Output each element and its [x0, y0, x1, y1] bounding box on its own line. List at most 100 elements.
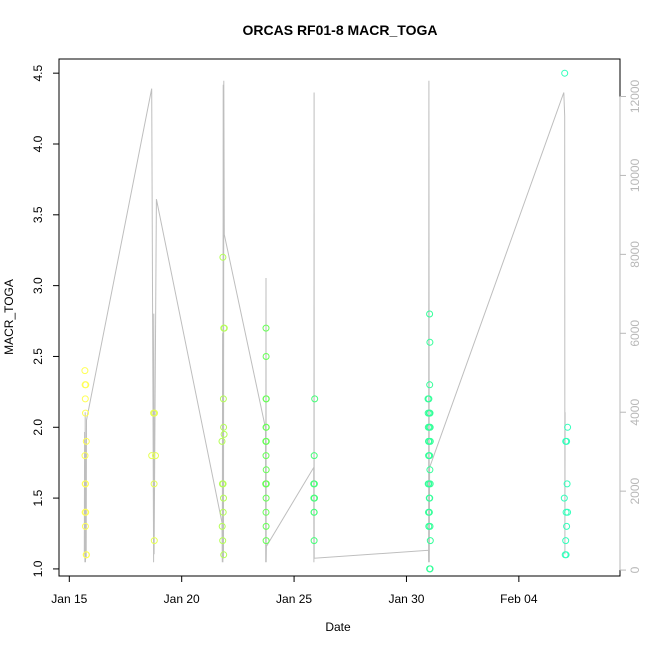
- x-tick-label: Feb 04: [500, 592, 538, 606]
- y2-axis: 0 2000 4000 6000 8000 10000 12000: [619, 79, 642, 573]
- data-point-flight-4: [262, 480, 270, 488]
- x-axis-label: Date: [325, 620, 351, 634]
- data-point-flight-3: [220, 430, 228, 438]
- data-point-flight-6: [426, 423, 434, 431]
- plot-frame: [58, 58, 621, 577]
- data-point-flight-3: [219, 508, 227, 516]
- data-point-flight-1: [82, 381, 90, 389]
- data-point-flight-7: [562, 537, 570, 545]
- y2-tick-label: 6000: [628, 320, 642, 347]
- data-point-flight-1: [82, 409, 89, 417]
- data-point-flight-6: [425, 395, 433, 403]
- y-axis: 1.0 1.5 2.0 2.5 3.0 3.5 4.0 4.5: [31, 65, 60, 577]
- data-point-flight-6: [425, 508, 433, 516]
- data-point-flight-1: [81, 395, 89, 403]
- data-point-flight-2: [151, 409, 158, 417]
- y-axis-label: MACR_TOGA: [2, 279, 16, 355]
- data-point-flight-5: [311, 395, 319, 403]
- data-point-flight-4: [262, 423, 270, 431]
- data-point-flight-7: [564, 423, 572, 431]
- data-point-flight-7: [562, 551, 570, 559]
- data-point-flight-2: [148, 452, 156, 460]
- data-point-flight-3: [220, 324, 228, 332]
- data-point-flight-7: [563, 437, 571, 445]
- x-tick-label: Jan 30: [388, 592, 424, 606]
- data-point-flight-3: [220, 423, 228, 431]
- data-point-flight-6: [426, 494, 434, 502]
- data-point-flight-4: [262, 508, 270, 516]
- data-point-flight-6: [426, 466, 434, 474]
- y-tick-label: 2.5: [31, 348, 45, 365]
- data-point-flight-4: [262, 452, 270, 460]
- data-point-flight-1: [81, 452, 89, 460]
- data-point-flight-5: [310, 508, 318, 516]
- data-point-flight-6: [426, 338, 434, 346]
- altitude-line: [83, 80, 566, 563]
- data-point-flight-6: [426, 565, 434, 573]
- x-tick-label: Jan 15: [51, 592, 87, 606]
- y-tick-label: 2.0: [31, 419, 45, 436]
- data-point-flight-2: [150, 480, 158, 488]
- data-point-flight-4: [262, 537, 270, 545]
- data-point-flight-6: [426, 522, 434, 530]
- data-point-flight-4: [262, 494, 270, 502]
- data-point-flight-6: [426, 452, 434, 460]
- y2-tick-label: 0: [628, 566, 642, 573]
- x-axis: Jan 15 Jan 20 Jan 25 Jan 30 Feb 04: [51, 575, 538, 606]
- data-point-flight-1: [82, 480, 89, 488]
- data-point-flight-4: [262, 324, 270, 332]
- data-point-flight-7: [560, 494, 568, 502]
- data-point-flight-3: [220, 551, 228, 559]
- data-point-flight-3: [219, 537, 227, 545]
- data-point-flight-3: [219, 480, 227, 488]
- data-point-flight-7: [563, 522, 571, 530]
- data-point-flight-6: [426, 480, 434, 488]
- y2-tick-label: 2000: [628, 477, 642, 504]
- y2-tick-label: 10000: [628, 158, 642, 192]
- y-tick-label: 1.5: [31, 489, 45, 506]
- data-point-flight-1: [81, 367, 89, 375]
- data-point-flight-4: [262, 437, 270, 445]
- data-point-flight-4: [262, 522, 270, 530]
- data-point-flight-6: [426, 409, 434, 417]
- data-point-flight-4: [262, 353, 270, 360]
- x-tick-label: Jan 20: [164, 592, 200, 606]
- data-point-flight-7: [563, 480, 571, 488]
- data-point-flight-6: [426, 537, 434, 545]
- data-point-flight-1: [83, 551, 90, 559]
- data-point-flight-1: [82, 508, 90, 516]
- data-point-flight-3: [218, 437, 226, 445]
- y-tick-label: 1.0: [31, 560, 45, 577]
- y2-tick-label: 8000: [628, 241, 642, 268]
- y-tick-label: 3.5: [31, 206, 45, 223]
- y2-tick-label: 4000: [628, 399, 642, 426]
- data-point-flight-7: [564, 508, 572, 516]
- data-point-flight-5: [310, 452, 318, 460]
- data-point-flight-3: [218, 522, 226, 530]
- data-point-flight-1: [82, 437, 90, 445]
- altitude-layer: [83, 80, 566, 563]
- data-point-flight-4: [262, 466, 270, 474]
- y2-tick-label: 12000: [628, 79, 642, 113]
- data-point-flight-1: [81, 522, 89, 530]
- chart-title: ORCAS RF01-8 MACR_TOGA: [243, 22, 438, 38]
- points-layer: [81, 69, 572, 573]
- data-point-flight-5: [310, 537, 318, 545]
- data-point-flight-5: [310, 480, 318, 488]
- y-tick-label: 4.0: [31, 135, 45, 152]
- data-point-flight-3: [220, 494, 227, 502]
- data-point-flight-6: [426, 310, 434, 318]
- data-point-flight-2: [152, 452, 159, 460]
- y-tick-label: 3.0: [31, 277, 45, 294]
- data-point-flight-2: [150, 537, 158, 545]
- data-point-flight-6: [426, 381, 434, 389]
- x-tick-label: Jan 25: [276, 592, 312, 606]
- data-point-flight-5: [311, 494, 318, 502]
- data-point-flight-7: [561, 69, 569, 77]
- data-point-flight-3: [219, 395, 227, 403]
- data-point-flight-4: [262, 395, 270, 403]
- y-tick-label: 4.5: [31, 65, 45, 82]
- data-point-flight-3: [219, 253, 227, 261]
- data-point-flight-6: [426, 437, 434, 445]
